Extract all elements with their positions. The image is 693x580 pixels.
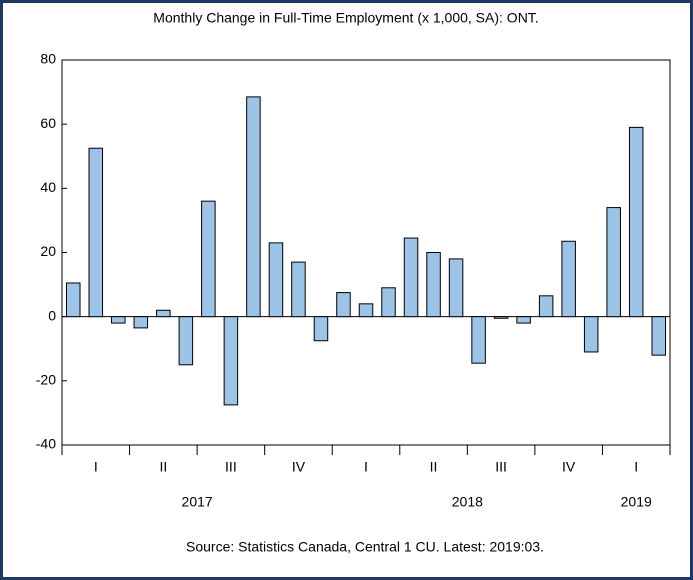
year-label: 2017 [182, 494, 213, 510]
quarter-label: IV [292, 459, 306, 475]
bar [381, 287, 396, 318]
bar [561, 240, 576, 318]
bar [268, 242, 284, 318]
quarter-label: II [159, 459, 167, 475]
y-tick-label: 20 [40, 243, 56, 259]
bar [336, 292, 351, 318]
bar [538, 295, 554, 318]
quarter-label: I [94, 459, 98, 475]
bar [651, 316, 666, 356]
bar [493, 316, 509, 319]
quarter-label: II [430, 459, 438, 475]
quarter-label: IV [562, 459, 576, 475]
source-note: Source: Statistics Canada, Central 1 CU.… [186, 539, 544, 555]
y-tick-label: 60 [40, 115, 56, 131]
bar [223, 316, 239, 406]
year-label: 2018 [452, 494, 483, 510]
quarter-label: I [634, 459, 638, 475]
bar [516, 316, 531, 324]
bar [111, 316, 126, 324]
bar [628, 126, 644, 318]
bar [403, 237, 419, 318]
bar [448, 258, 464, 318]
chart-title: Monthly Change in Full-Time Employment (… [153, 10, 538, 26]
bar [66, 282, 81, 318]
bar [156, 309, 171, 318]
bar [246, 96, 261, 318]
y-tick-label: -20 [36, 372, 56, 388]
year-label: 2019 [621, 494, 652, 510]
y-tick-label: -40 [36, 436, 56, 452]
quarter-label: III [225, 459, 237, 475]
bar [178, 316, 194, 366]
bar [471, 316, 486, 364]
bar [426, 252, 441, 318]
bar [133, 316, 149, 329]
bar [583, 316, 599, 353]
y-tick-label: 80 [40, 51, 56, 67]
quarter-label: III [495, 459, 507, 475]
bar [291, 261, 306, 318]
y-tick-label: 0 [48, 307, 56, 323]
bar [606, 207, 621, 318]
quarter-label: I [364, 459, 368, 475]
y-tick-label: 40 [40, 179, 56, 195]
bar [358, 303, 374, 318]
bar [201, 200, 216, 318]
bar [88, 147, 104, 318]
bar [313, 316, 329, 342]
